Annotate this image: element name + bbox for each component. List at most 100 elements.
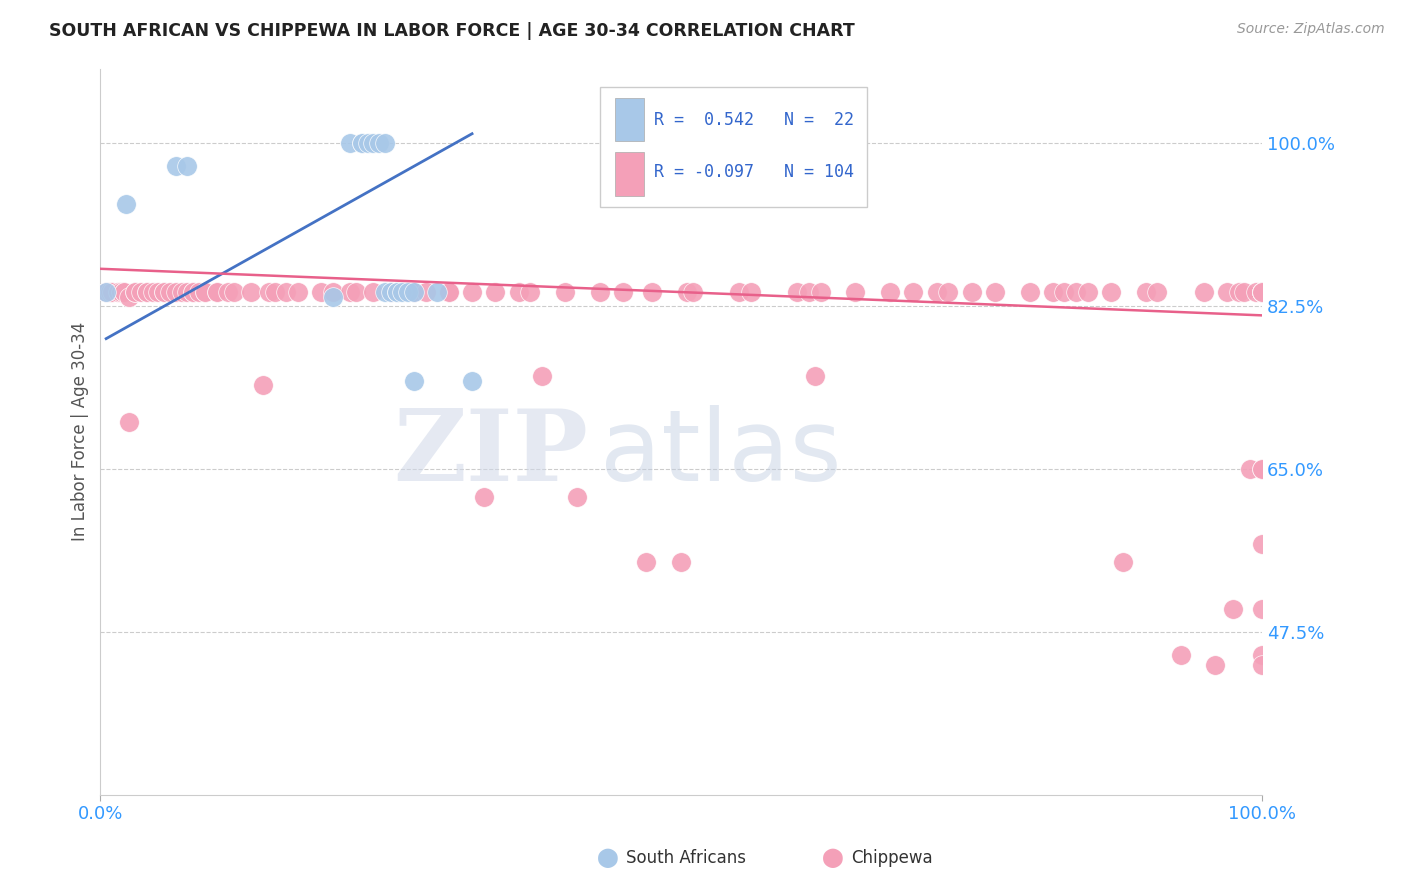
Point (844, 285, 866, 299)
Text: Chippewa: Chippewa (851, 849, 932, 867)
Point (96, 285, 118, 299)
Point (740, 285, 762, 299)
Point (194, 285, 217, 299)
Point (1251, 657, 1274, 672)
Point (1251, 601, 1274, 615)
Point (1204, 657, 1226, 672)
Point (1251, 285, 1274, 299)
Point (797, 285, 820, 299)
Point (925, 285, 948, 299)
Point (519, 285, 541, 299)
Point (112, 285, 135, 299)
Point (124, 285, 146, 299)
Text: ZIP: ZIP (394, 405, 588, 502)
Text: R =  0.542   N =  22: R = 0.542 N = 22 (654, 111, 855, 128)
Point (194, 285, 217, 299)
Point (1251, 462, 1274, 476)
Point (1042, 285, 1064, 299)
Point (1099, 285, 1122, 299)
Point (879, 285, 901, 299)
Y-axis label: In Labor Force | Age 30-34: In Labor Force | Age 30-34 (72, 322, 89, 541)
Point (461, 374, 484, 388)
Point (810, 285, 832, 299)
Point (682, 285, 704, 299)
Point (115, 196, 138, 211)
Point (1146, 285, 1168, 299)
Point (396, 285, 419, 299)
Point (936, 285, 959, 299)
Point (129, 285, 152, 299)
Point (426, 285, 449, 299)
Point (1244, 285, 1267, 299)
Point (153, 285, 176, 299)
Point (98, 285, 121, 299)
Point (356, 136, 378, 150)
Point (1239, 462, 1261, 476)
Point (110, 285, 132, 299)
Bar (614, 97, 644, 141)
Point (142, 285, 165, 299)
Point (374, 285, 396, 299)
FancyBboxPatch shape (600, 87, 868, 207)
Point (402, 285, 425, 299)
Point (1251, 462, 1274, 476)
Point (363, 285, 385, 299)
Point (263, 285, 285, 299)
Point (960, 285, 983, 299)
Point (217, 285, 239, 299)
Point (309, 285, 332, 299)
Point (1251, 648, 1274, 663)
Point (374, 136, 396, 150)
Point (205, 285, 228, 299)
Point (641, 285, 664, 299)
Point (159, 285, 181, 299)
Point (415, 285, 437, 299)
Point (339, 136, 361, 150)
Point (391, 285, 413, 299)
Text: R = -0.097   N = 104: R = -0.097 N = 104 (654, 163, 855, 181)
Point (402, 285, 425, 299)
Point (363, 136, 385, 150)
Point (1053, 285, 1076, 299)
Point (322, 290, 344, 304)
Point (252, 378, 274, 392)
Point (176, 159, 198, 173)
Point (565, 490, 588, 504)
Point (1135, 285, 1157, 299)
Point (554, 285, 576, 299)
Point (461, 285, 484, 299)
Point (165, 285, 187, 299)
Point (530, 368, 553, 383)
Point (101, 285, 124, 299)
Point (344, 285, 367, 299)
Point (96, 285, 118, 299)
Point (484, 285, 506, 299)
Point (322, 285, 344, 299)
Point (508, 285, 530, 299)
Point (276, 285, 298, 299)
Point (181, 285, 204, 299)
Point (170, 285, 193, 299)
Text: South Africans: South Africans (626, 849, 745, 867)
Point (181, 285, 204, 299)
Point (368, 136, 391, 150)
Point (165, 159, 187, 173)
Point (1018, 285, 1040, 299)
Point (1227, 285, 1250, 299)
Point (135, 285, 157, 299)
Point (728, 285, 751, 299)
Point (472, 490, 495, 504)
Point (676, 285, 699, 299)
Point (437, 285, 460, 299)
Point (188, 285, 211, 299)
Point (983, 285, 1005, 299)
Point (803, 368, 825, 383)
Point (148, 285, 170, 299)
Point (153, 285, 176, 299)
Point (1222, 601, 1244, 615)
Bar (614, 152, 644, 195)
Point (1251, 285, 1274, 299)
Point (1251, 536, 1274, 550)
Point (112, 285, 135, 299)
Point (1077, 285, 1099, 299)
